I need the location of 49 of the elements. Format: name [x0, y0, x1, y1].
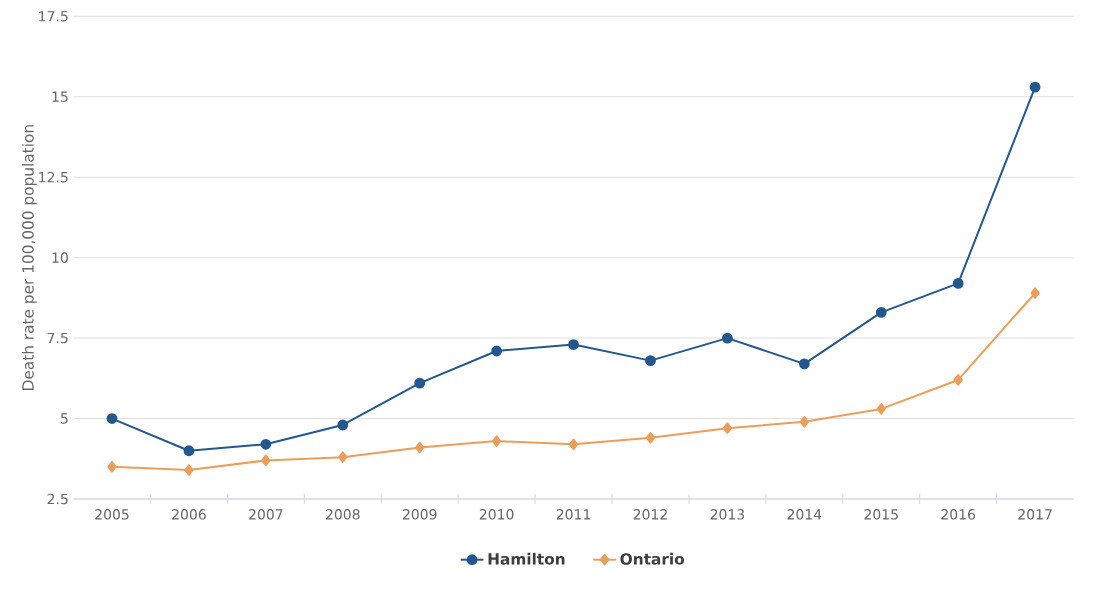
point [492, 435, 502, 447]
point [183, 445, 195, 457]
legend-label: Hamilton [488, 552, 565, 565]
point [106, 413, 118, 424]
point [414, 377, 426, 389]
y-axis-title: Death rate per 100,000 population [21, 125, 37, 390]
x-tick-label: 2007 [249, 509, 283, 520]
x-tick-label: 2017 [1018, 509, 1052, 520]
x-tick-label: 2011 [556, 509, 591, 520]
point [876, 403, 886, 415]
x-tick-label: 2014 [787, 509, 822, 520]
x-tick-label: 2016 [941, 509, 976, 520]
x-tick-label: 2008 [325, 509, 360, 520]
point [568, 339, 579, 350]
x-tick-label: 2015 [864, 509, 898, 520]
y-tick-label: 7.5 [47, 332, 68, 344]
point [722, 422, 732, 435]
x-tick-label: 2013 [710, 509, 745, 520]
x-tick-label: 2005 [95, 509, 129, 520]
point [338, 451, 348, 463]
point [953, 374, 963, 386]
x-tick-label: 2012 [633, 509, 667, 520]
point [645, 355, 656, 367]
point [260, 438, 272, 450]
y-tick-label: 5 [61, 413, 68, 424]
point [184, 464, 194, 476]
point [261, 454, 271, 467]
point [568, 438, 579, 451]
point [337, 419, 349, 431]
point [1029, 81, 1041, 93]
y-tick-label: 12.5 [39, 171, 68, 183]
point [875, 306, 887, 318]
point [798, 358, 810, 370]
point [645, 432, 656, 444]
point [952, 278, 964, 289]
point [1030, 287, 1040, 299]
point [799, 415, 809, 428]
y-tick-label: 2.5 [47, 493, 68, 505]
legend-label: Ontario [620, 552, 685, 565]
point [107, 461, 117, 473]
x-tick-label: 2010 [479, 509, 514, 520]
point [491, 345, 503, 357]
y-tick-label: 15 [52, 91, 68, 102]
x-tick-label: 2009 [402, 509, 437, 520]
point [415, 441, 425, 454]
x-tick-label: 2006 [172, 509, 206, 520]
y-tick-label: 17.5 [39, 11, 68, 22]
y-tick-label: 10 [52, 252, 68, 263]
point [722, 332, 733, 344]
